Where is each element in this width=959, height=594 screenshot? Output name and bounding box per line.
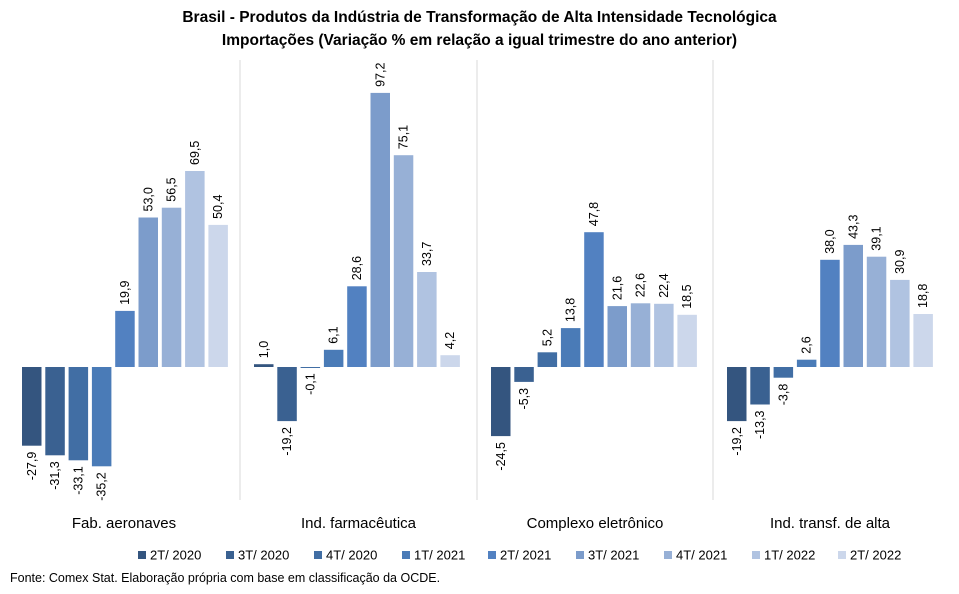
data-label: 38,0 bbox=[823, 229, 837, 253]
chart-title-line-2: Importações (Variação % em relação a igu… bbox=[221, 32, 738, 49]
bar bbox=[514, 367, 534, 382]
legend-swatch bbox=[226, 551, 234, 559]
data-label: 53,0 bbox=[141, 187, 155, 211]
data-label: 30,9 bbox=[893, 250, 907, 274]
data-label: 6,1 bbox=[327, 326, 341, 343]
chart-title: Brasil - Produtos da Indústria de Transf… bbox=[0, 6, 959, 52]
legend-label: 4T/ 2020 bbox=[326, 548, 377, 563]
data-label: 39,1 bbox=[870, 226, 884, 250]
legend-swatch bbox=[576, 551, 584, 559]
data-label: 56,5 bbox=[165, 177, 179, 201]
data-label: -27,9 bbox=[25, 452, 39, 481]
bar bbox=[537, 352, 558, 367]
bar bbox=[22, 367, 42, 446]
category-label: Ind. farmacêutica bbox=[301, 515, 417, 532]
category-label: Complexo eletrônico bbox=[527, 515, 664, 532]
bar bbox=[347, 286, 367, 367]
chart-title-line-1: Brasil - Produtos da Indústria de Transf… bbox=[182, 9, 777, 26]
bar bbox=[161, 207, 182, 367]
data-label: 18,8 bbox=[916, 284, 930, 308]
legend-swatch bbox=[664, 551, 672, 559]
data-label: 47,8 bbox=[587, 202, 601, 226]
bar bbox=[866, 256, 887, 367]
legend-label: 2T/ 2020 bbox=[150, 548, 201, 563]
data-label: 28,6 bbox=[350, 256, 364, 280]
bar bbox=[393, 155, 414, 367]
legend-label: 3T/ 2020 bbox=[238, 548, 289, 563]
bar bbox=[727, 367, 747, 422]
bar bbox=[491, 367, 511, 437]
legend-swatch bbox=[314, 551, 322, 559]
bar bbox=[323, 349, 344, 367]
data-label: 13,8 bbox=[564, 298, 578, 322]
data-label: 2,6 bbox=[800, 336, 814, 353]
bar bbox=[300, 367, 321, 368]
legend-label: 3T/ 2021 bbox=[588, 548, 639, 563]
data-label: -3,8 bbox=[776, 384, 790, 406]
bar bbox=[115, 310, 135, 367]
bar bbox=[560, 328, 581, 367]
data-label: 43,3 bbox=[846, 215, 860, 239]
bar bbox=[890, 279, 910, 367]
bar bbox=[370, 92, 390, 368]
legend-label: 2T/ 2021 bbox=[500, 548, 551, 563]
data-label: 69,5 bbox=[188, 141, 202, 165]
data-label: 50,4 bbox=[211, 195, 225, 219]
category-label: Ind. transf. de alta bbox=[770, 515, 891, 532]
legend-label: 1T/ 2022 bbox=[764, 548, 815, 563]
data-label: 18,5 bbox=[680, 284, 694, 308]
bar bbox=[607, 306, 627, 367]
bar bbox=[277, 367, 297, 422]
data-label: 97,2 bbox=[373, 63, 387, 87]
bar bbox=[68, 367, 89, 461]
data-label: 75,1 bbox=[397, 125, 411, 149]
bar bbox=[138, 217, 158, 367]
bar bbox=[45, 367, 65, 456]
data-label: 4,2 bbox=[443, 332, 457, 349]
legend-label: 4T/ 2021 bbox=[676, 548, 727, 563]
legend-swatch bbox=[752, 551, 760, 559]
data-label: 21,6 bbox=[610, 276, 624, 300]
bar bbox=[654, 303, 674, 367]
data-label: 22,4 bbox=[657, 273, 671, 297]
data-label: -19,2 bbox=[280, 427, 294, 456]
bar bbox=[254, 364, 274, 367]
data-label: 22,6 bbox=[634, 273, 648, 297]
data-label: -31,3 bbox=[48, 461, 62, 490]
category-label: Fab. aeronaves bbox=[72, 515, 176, 532]
source-note: Fonte: Comex Stat. Elaboração própria co… bbox=[10, 571, 441, 585]
legend-label: 1T/ 2021 bbox=[414, 548, 465, 563]
data-label: 19,9 bbox=[118, 281, 132, 305]
data-label: -24,5 bbox=[494, 442, 508, 471]
data-label: -33,1 bbox=[71, 466, 85, 495]
data-label: -5,3 bbox=[517, 388, 531, 410]
bar bbox=[913, 314, 933, 367]
bar bbox=[750, 367, 770, 405]
bar bbox=[417, 272, 437, 367]
data-label: -35,2 bbox=[95, 472, 109, 501]
bar bbox=[773, 367, 794, 378]
legend-swatch bbox=[402, 551, 410, 559]
data-label: 5,2 bbox=[540, 329, 554, 346]
data-label: 33,7 bbox=[420, 242, 434, 266]
data-label: -19,2 bbox=[730, 427, 744, 456]
bar bbox=[843, 244, 863, 367]
legend-label: 2T/ 2022 bbox=[850, 548, 901, 563]
bar bbox=[677, 314, 697, 367]
legend-swatch bbox=[138, 551, 146, 559]
bar bbox=[584, 232, 604, 367]
bar bbox=[91, 367, 112, 467]
bar bbox=[820, 259, 840, 367]
data-label: -0,1 bbox=[303, 373, 317, 395]
bar bbox=[630, 303, 651, 367]
bar bbox=[440, 355, 460, 367]
data-label: -13,3 bbox=[753, 410, 767, 439]
legend-swatch bbox=[838, 551, 846, 559]
bar bbox=[796, 359, 817, 367]
legend-swatch bbox=[488, 551, 496, 559]
bar bbox=[185, 171, 205, 367]
data-label: 1,0 bbox=[257, 341, 271, 358]
bar bbox=[208, 224, 228, 367]
